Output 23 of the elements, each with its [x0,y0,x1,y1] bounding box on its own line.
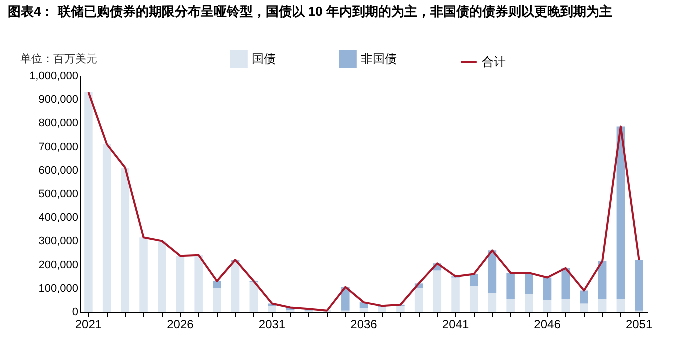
y-tick-label: 100,000 [38,282,78,295]
legend-label: 非国债 [361,52,397,66]
y-tick-label: 500,000 [38,188,78,200]
x-tick-label: 2036 [350,318,378,332]
legend-label: 合计 [482,55,506,69]
y-tick-label: 700,000 [38,141,78,154]
y-tick-label: 0 [72,306,78,318]
x-tick-label: 2026 [167,318,194,332]
y-tick-label: 800,000 [38,118,78,130]
x-tick-label: 2021 [75,318,102,332]
x-tick-label: 2046 [534,318,562,332]
chart-title: 图表4： 联储已购债券的期限分布呈哑铃型，国债以 10 年内到期的为主，非国债的债券则以更晚到期为主 [8,4,613,19]
y-tick-label: 200,000 [38,259,78,272]
x-tick-label: 2031 [258,318,286,332]
x-tick-label: 2041 [442,318,470,332]
y-tick-label: 400,000 [38,212,78,224]
legend-label: 国债 [252,52,276,66]
x-tick-label: 2051 [626,318,653,332]
y-tick-label: 300,000 [38,236,78,248]
y-axis-title: 单位：百万美元 [20,52,98,66]
y-tick-label: 900,000 [38,94,78,106]
y-tick-label: 600,000 [38,164,78,177]
y-tick-label: 1,000,000 [30,70,78,82]
